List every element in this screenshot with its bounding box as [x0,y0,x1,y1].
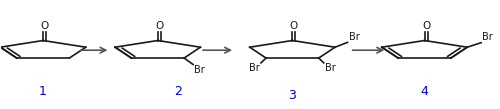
Text: Br: Br [194,65,205,75]
Text: O: O [155,21,164,31]
Text: O: O [40,21,48,31]
Text: Br: Br [482,32,493,42]
Text: Br: Br [324,63,336,73]
Text: O: O [422,21,430,31]
Text: 3: 3 [288,89,296,102]
Text: 2: 2 [174,85,182,98]
Text: 1: 1 [39,85,47,98]
Text: 4: 4 [420,85,428,98]
Text: Br: Br [250,63,260,73]
Text: O: O [290,21,298,31]
Text: Br: Br [348,32,360,42]
